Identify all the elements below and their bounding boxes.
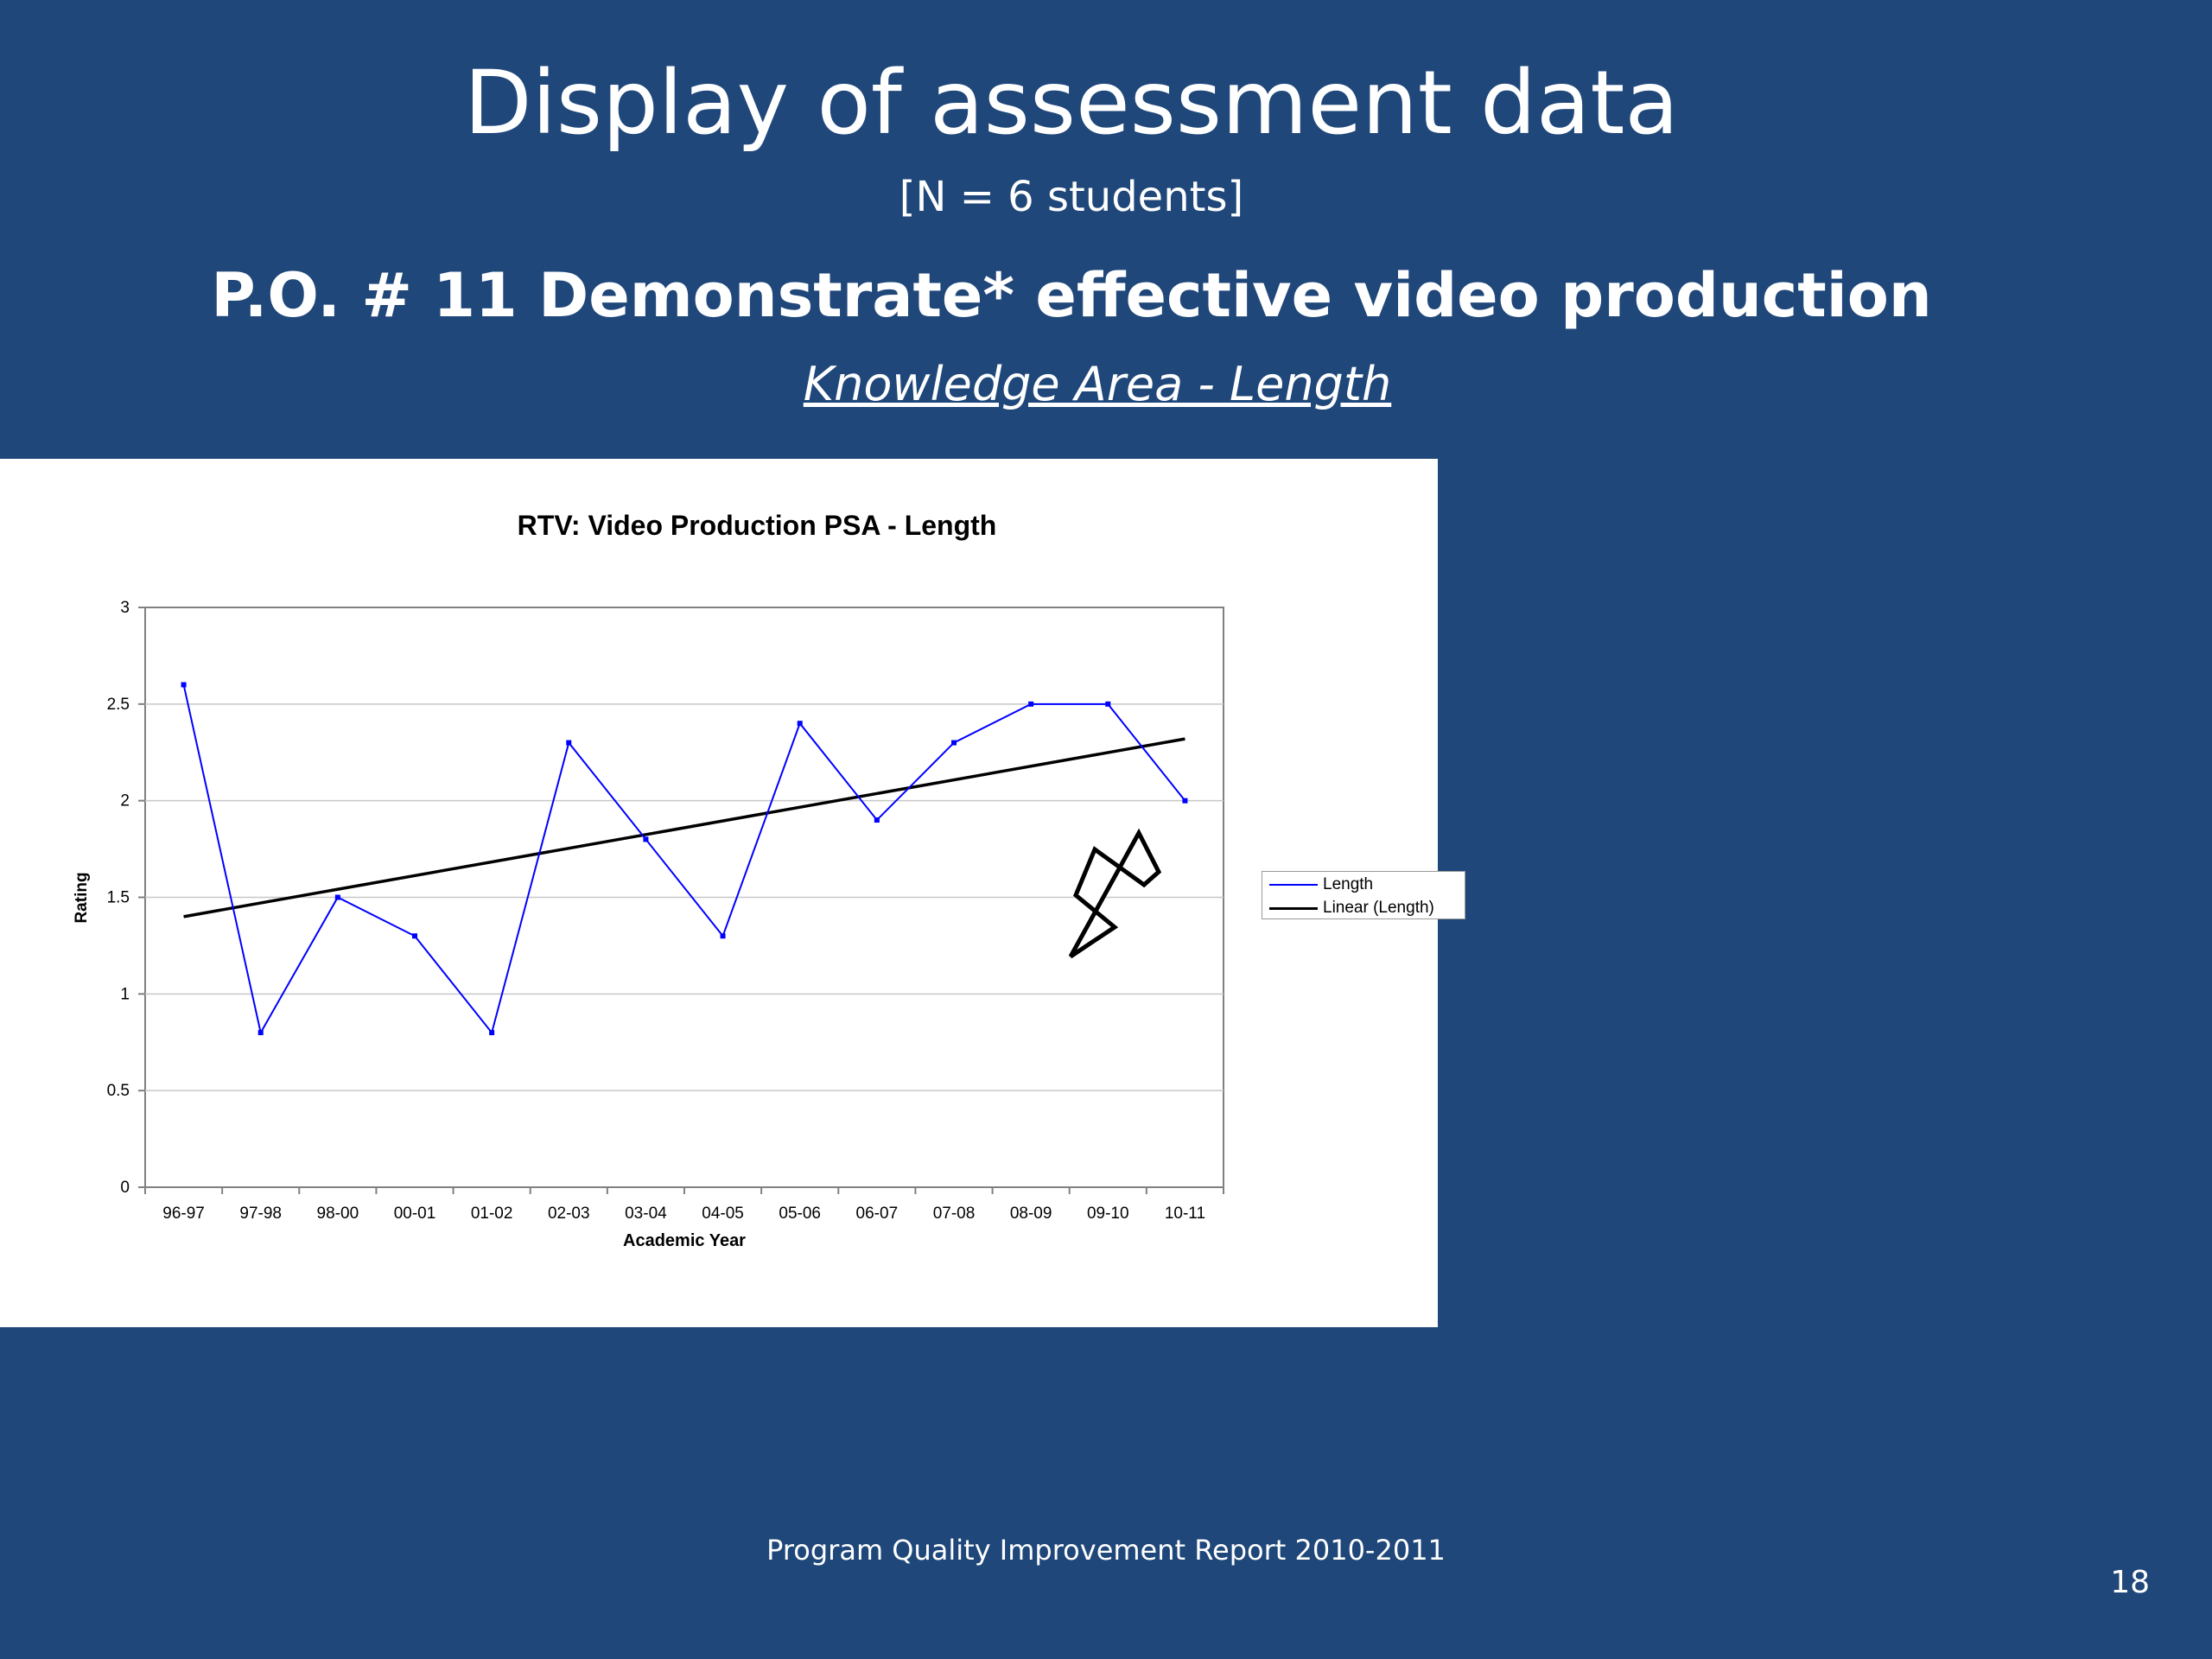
trendline — [183, 737, 1185, 918]
legend-swatch-length — [1269, 884, 1318, 886]
x-tick-label: 00-01 — [394, 1205, 436, 1223]
data-point — [643, 836, 649, 842]
x-tick-label: 07-08 — [933, 1205, 976, 1223]
data-point — [1028, 701, 1034, 707]
data-point — [257, 1030, 264, 1036]
slide-heading: P.O. # 11 Demonstrate* effective video p… — [211, 260, 1932, 331]
data-point — [951, 740, 957, 746]
data-point — [1182, 798, 1188, 804]
series-layer — [181, 682, 1188, 1036]
slide-title: Display of assessment data — [464, 52, 1679, 155]
slide-subtitle: [N = 6 students] — [899, 173, 1244, 221]
y-tick-label: 3 — [120, 599, 130, 617]
x-tick-label: 05-06 — [779, 1205, 821, 1223]
y-axis-ticks: 0 0.5 1 1.5 2 2.5 3 — [107, 599, 145, 1197]
legend-item-linear: Linear (Length) — [1269, 897, 1434, 919]
data-point — [412, 933, 417, 939]
x-tick-label: 01-02 — [471, 1205, 513, 1223]
data-point — [874, 817, 880, 823]
y-tick-label: 1.5 — [107, 889, 130, 907]
x-axis-label: Academic Year — [623, 1231, 746, 1250]
y-tick-label: 1 — [120, 985, 130, 1003]
x-tick-label: 98-00 — [317, 1205, 359, 1223]
knowledge-area-label: Knowledge Area - Length — [803, 357, 1392, 411]
page-number: 18 — [2110, 1565, 2150, 1600]
chart-panel: RTV: Video Production PSA - Length 0 0.5 1… — [0, 459, 1438, 1327]
legend-label-length: Length — [1323, 875, 1374, 893]
x-tick-label: 96-97 — [162, 1205, 205, 1223]
data-point — [566, 740, 572, 746]
x-tick-label: 97-98 — [239, 1205, 282, 1223]
data-point — [489, 1030, 495, 1036]
legend-label-linear: Linear (Length) — [1323, 899, 1434, 917]
data-point — [181, 682, 187, 688]
legend-item-length: Length — [1269, 874, 1373, 896]
x-tick-label: 06-07 — [856, 1205, 899, 1223]
data-point — [720, 933, 726, 939]
x-tick-label: 09-10 — [1087, 1205, 1129, 1223]
x-tick-label: 04-05 — [702, 1205, 744, 1223]
data-point — [797, 721, 803, 727]
chart-legend: Length Linear (Length) — [1262, 871, 1465, 919]
x-tick-label: 08-09 — [1010, 1205, 1052, 1223]
y-tick-label: 0.5 — [107, 1082, 130, 1100]
y-tick-label: 2 — [120, 792, 130, 810]
y-axis-label: Rating — [73, 872, 91, 923]
chart-title: RTV: Video Production PSA - Length — [518, 510, 997, 541]
line-chart: RTV: Video Production PSA - Length 0 0.5 1… — [73, 510, 1224, 1250]
y-tick-label: 2.5 — [107, 696, 130, 714]
y-tick-label: 0 — [120, 1179, 130, 1197]
trendline-layer — [183, 737, 1185, 918]
x-tick-label: 10-11 — [1165, 1205, 1205, 1223]
data-point — [334, 894, 340, 900]
legend-swatch-linear — [1269, 906, 1318, 910]
footer-text: Program Quality Improvement Report 2010-… — [766, 1534, 1446, 1567]
series-line-length — [182, 684, 1186, 1035]
x-axis-ticks: 96-97 97-98 98-00 00-01 01-02 02-03 03-04 04-05… — [144, 1187, 1224, 1223]
arrow-up-right-icon — [1068, 828, 1162, 959]
x-tick-label: 03-04 — [625, 1205, 667, 1223]
x-tick-label: 02-03 — [548, 1205, 590, 1223]
data-point — [1105, 701, 1111, 707]
